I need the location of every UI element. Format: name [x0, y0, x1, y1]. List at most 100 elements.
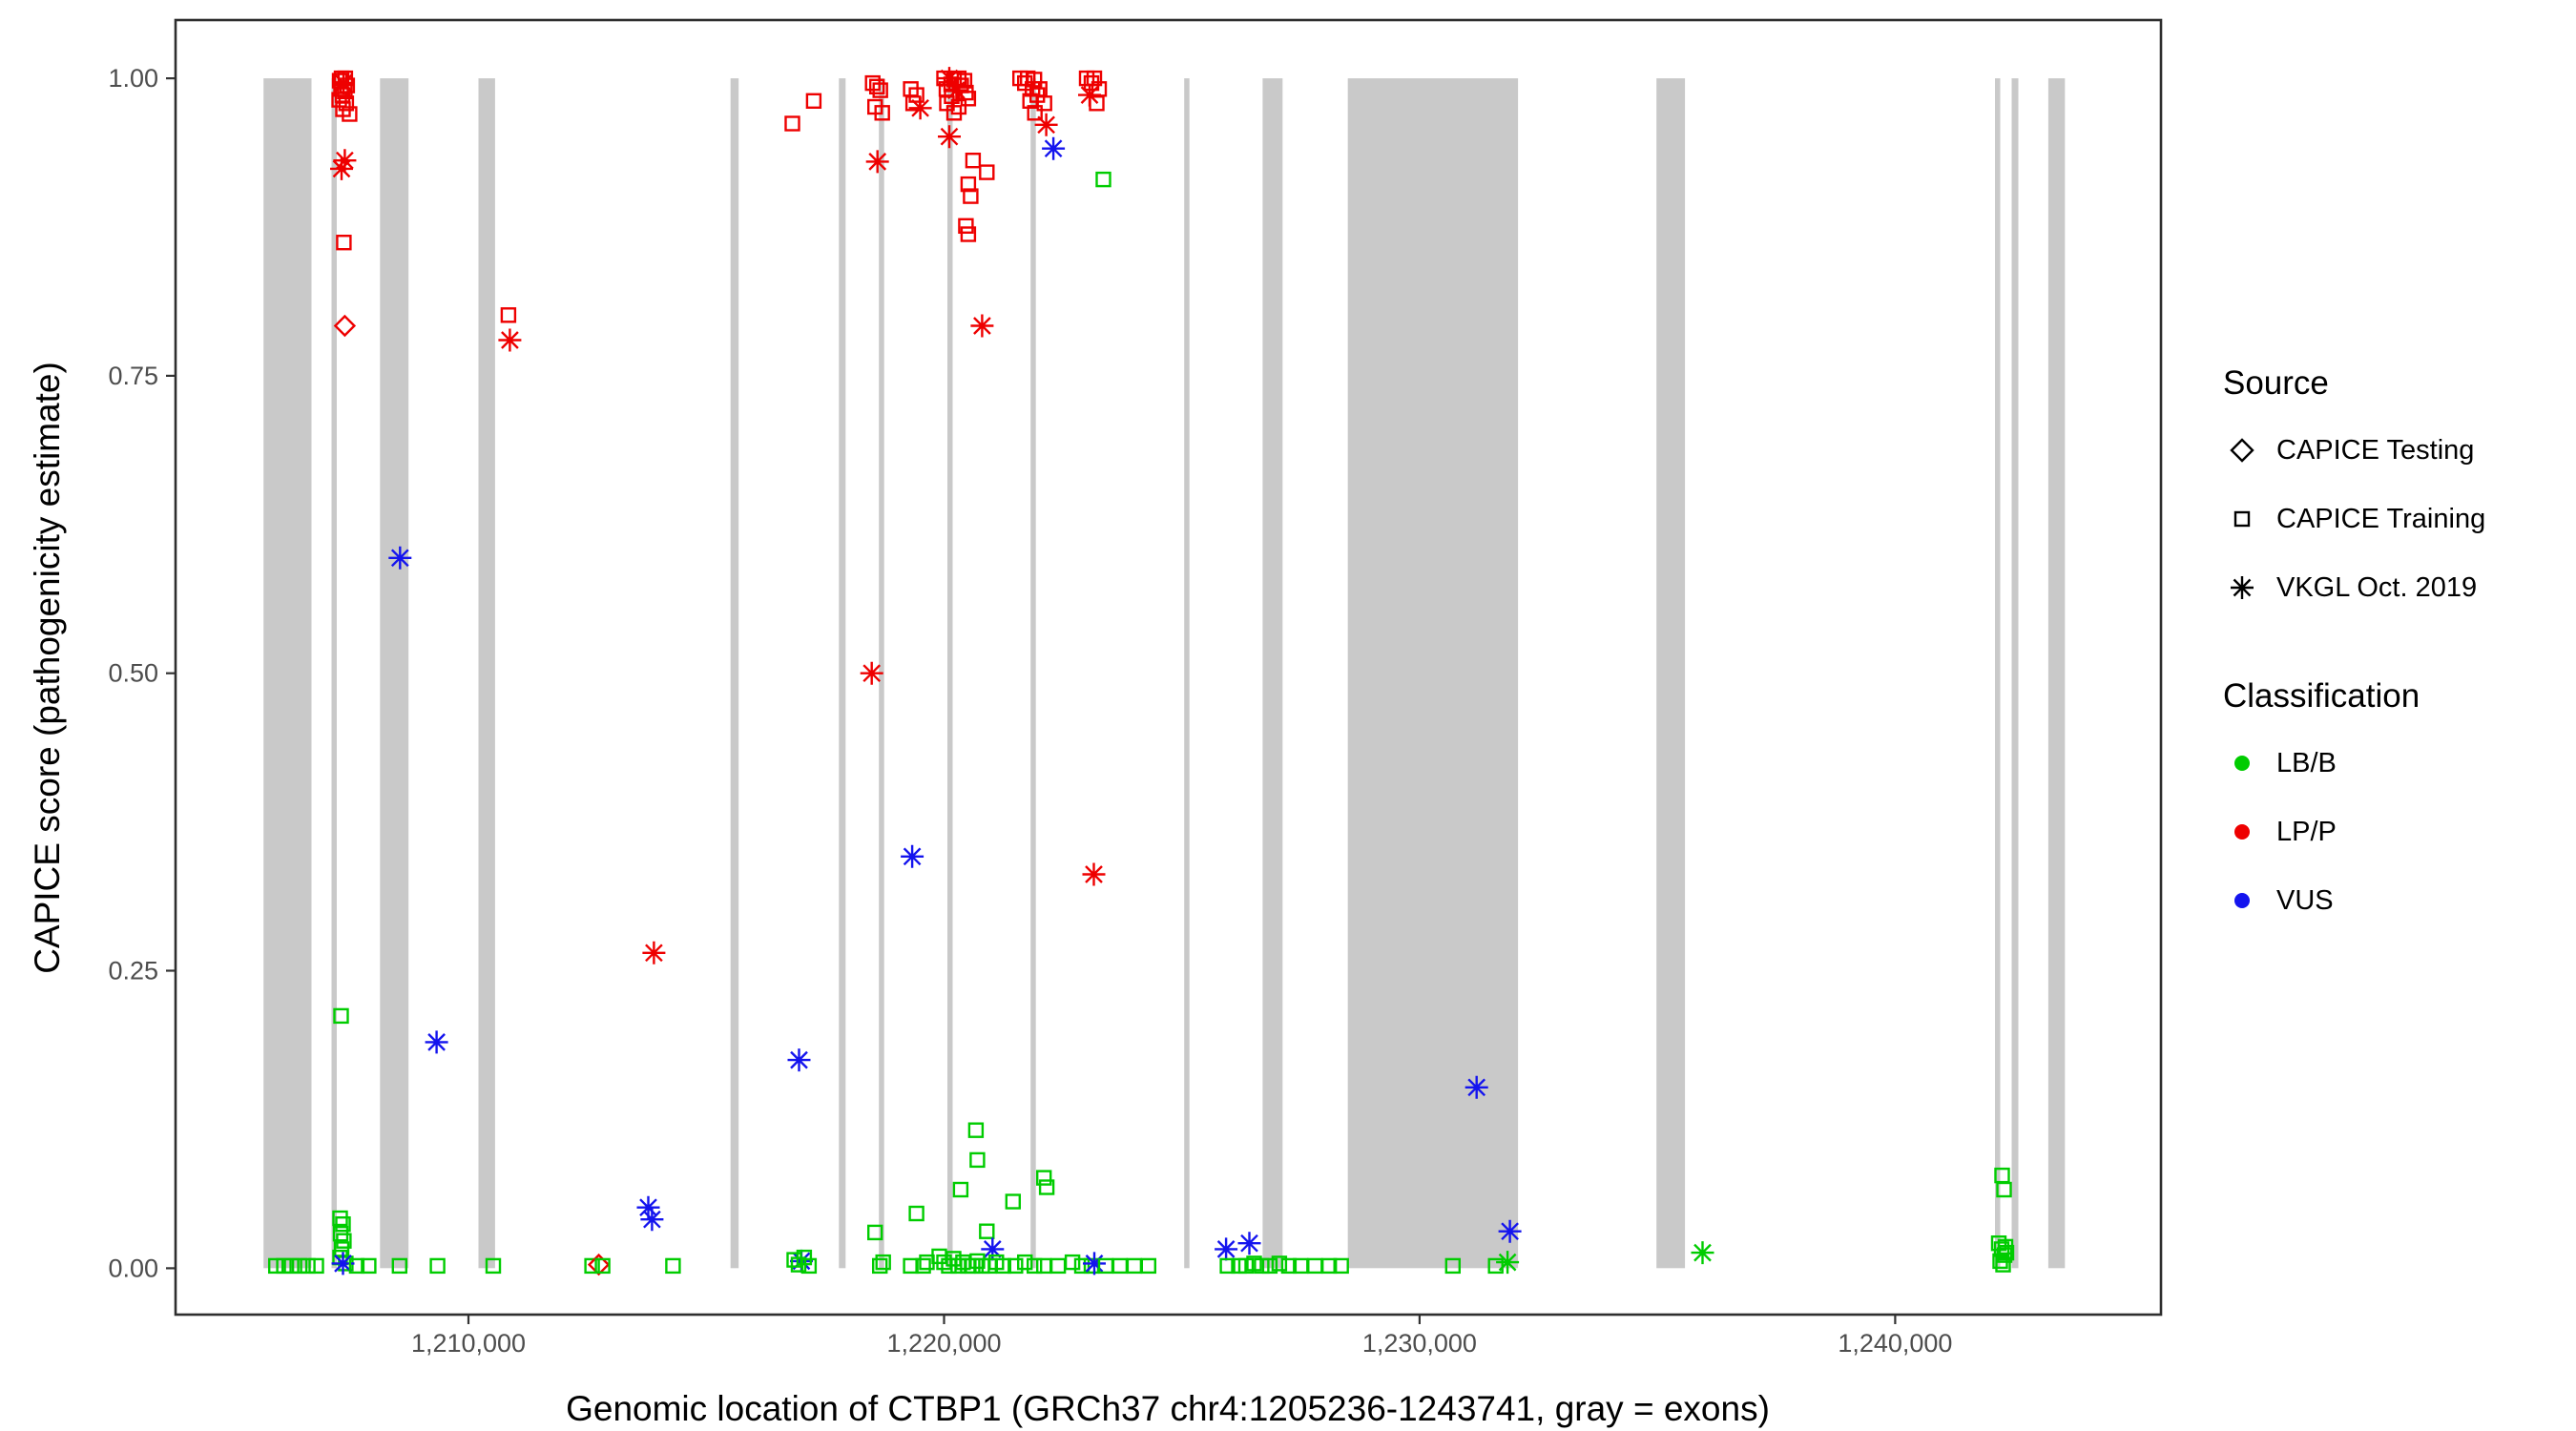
data-point-asterisk — [1465, 1075, 1488, 1099]
data-point-square — [979, 164, 995, 180]
data-point-square — [1008, 1257, 1024, 1275]
data-point-asterisk — [1498, 1219, 1522, 1243]
data-point-square — [915, 1257, 931, 1275]
exon-band — [947, 78, 953, 1269]
data-point-diamond — [333, 314, 357, 338]
data-point-square — [500, 307, 517, 323]
data-point-asterisk — [1083, 1252, 1106, 1275]
exon-band — [2011, 78, 2019, 1269]
exon-band — [1030, 78, 1036, 1269]
data-point-asterisk — [1496, 1251, 1520, 1275]
data-point-square — [960, 176, 977, 193]
data-point-asterisk — [331, 1252, 355, 1275]
exon-band — [1995, 78, 2001, 1269]
data-point-asterisk — [330, 156, 353, 180]
data-point-square — [1016, 1254, 1033, 1271]
y-tick-label: 0.50 — [108, 659, 158, 688]
exon-band — [839, 78, 846, 1269]
diamond-icon — [2230, 438, 2254, 463]
data-point-asterisk — [908, 96, 932, 120]
data-point-square — [1219, 1257, 1236, 1275]
x-tick-label: 1,210,000 — [411, 1329, 526, 1358]
legend-item-lbb: LB/B — [2223, 729, 2485, 798]
data-point-square — [805, 93, 822, 110]
green-dot-icon — [2234, 756, 2250, 771]
data-point-asterisk — [901, 844, 924, 868]
data-point-square — [594, 1257, 611, 1275]
data-point-asterisk — [860, 661, 883, 685]
data-point-square — [1126, 1257, 1143, 1275]
exon-band — [2047, 78, 2066, 1269]
y-tick-label: 0.75 — [108, 362, 158, 390]
data-point-square — [1995, 1256, 2011, 1273]
data-point-asterisk — [498, 328, 522, 352]
data-point-square — [872, 1257, 888, 1275]
legend-item-label: VKGL Oct. 2019 — [2276, 571, 2478, 603]
exon-band — [730, 78, 739, 1269]
data-point-asterisk — [1042, 136, 1066, 160]
data-point-asterisk — [388, 546, 412, 570]
legend-item-vkgl: VKGL Oct. 2019 — [2223, 553, 2485, 622]
data-point-square — [1064, 1254, 1081, 1271]
data-point-square — [796, 1249, 813, 1266]
data-point-square — [1049, 1257, 1067, 1275]
legend-spacer — [2223, 622, 2485, 677]
data-point-square — [1086, 70, 1103, 87]
legend-item-label: CAPICE Testing — [2276, 434, 2475, 466]
y-tick-label: 0.00 — [108, 1254, 158, 1282]
x-tick-label: 1,230,000 — [1362, 1329, 1477, 1358]
data-point-square — [1307, 1257, 1323, 1275]
data-point-square — [1254, 1257, 1270, 1275]
data-point-square — [908, 87, 924, 103]
data-point-square — [1035, 1170, 1052, 1186]
data-point-asterisk — [1034, 113, 1058, 136]
data-point-asterisk — [642, 941, 666, 964]
data-point-square — [1280, 1257, 1298, 1275]
data-point-asterisk — [970, 314, 994, 338]
data-point-asterisk — [1215, 1237, 1238, 1261]
data-point-square — [967, 1122, 985, 1138]
data-point-square — [908, 1205, 924, 1222]
data-point-square — [1095, 171, 1111, 188]
data-point-asterisk — [1691, 1241, 1714, 1265]
data-point-square — [1320, 1257, 1338, 1275]
data-point-square — [1026, 72, 1043, 88]
x-tick-label: 1,240,000 — [1838, 1329, 1952, 1358]
data-point-square — [1073, 1257, 1091, 1275]
data-point-square — [1005, 1193, 1022, 1210]
x-axis-title: Genomic location of CTBP1 (GRCh37 chr4:1… — [566, 1389, 1770, 1428]
data-point-square — [965, 1257, 981, 1275]
legend: Source CAPICE Testing CAPICE Training VK… — [2223, 364, 2485, 935]
data-point-asterisk — [1237, 1232, 1261, 1255]
exon-band — [380, 78, 409, 1269]
legend-source-title: Source — [2223, 364, 2329, 402]
data-point-square — [1997, 1238, 2014, 1255]
data-point-asterisk — [1078, 83, 1101, 107]
data-point-asterisk — [787, 1048, 811, 1072]
data-point-square — [945, 105, 963, 121]
data-point-square — [969, 1253, 986, 1270]
data-point-asterisk — [425, 1030, 448, 1054]
data-point-square — [1111, 1257, 1129, 1275]
data-point-diamond — [587, 1253, 611, 1276]
data-point-square — [965, 152, 982, 169]
data-point-square — [342, 106, 358, 122]
data-point-square — [584, 1257, 600, 1275]
data-point-square — [1271, 1255, 1288, 1272]
red-dot-icon — [2234, 824, 2250, 840]
exon-band — [1184, 78, 1190, 1269]
data-point-square — [1140, 1257, 1157, 1275]
y-axis-title: CAPICE score (pathogenicity estimate) — [28, 362, 67, 974]
legend-item-label: LB/B — [2276, 747, 2337, 778]
y-tick-label: 1.00 — [108, 64, 158, 93]
data-point-square — [1027, 105, 1043, 121]
data-point-square — [335, 1215, 351, 1233]
data-point-square — [875, 1254, 891, 1271]
data-point-asterisk — [865, 150, 889, 174]
data-point-square — [995, 1257, 1012, 1275]
data-point-square — [963, 188, 979, 204]
blue-dot-icon — [2234, 893, 2250, 908]
data-point-square — [300, 1257, 316, 1275]
data-point-square — [291, 1257, 308, 1275]
